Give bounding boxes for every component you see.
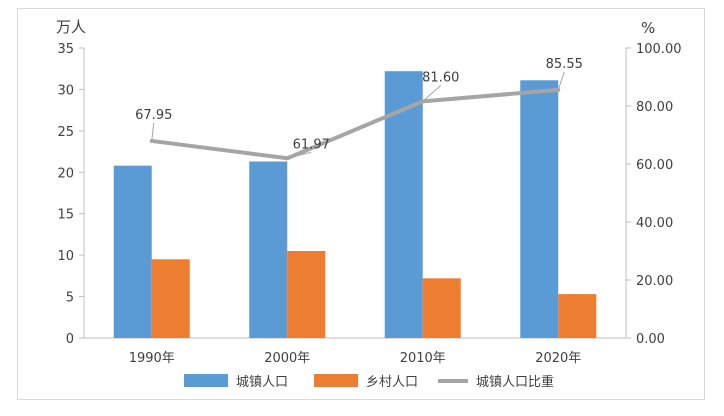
y-right-tick-label: 0.00 (636, 332, 665, 347)
x-category-label: 2020年 (535, 351, 581, 366)
bars-group (113, 71, 597, 339)
y-left-unit-label: 万人 (56, 18, 86, 36)
bar-urban-population (249, 161, 288, 338)
urban-share-data-label: 67.95 (135, 108, 172, 123)
y-left-tick-label: 10 (57, 249, 74, 264)
y-right-tick-label: 100.00 (636, 42, 682, 57)
legend-swatch-urban (184, 374, 228, 387)
x-category-label: 2010年 (400, 351, 446, 366)
y-left-tick-label: 20 (57, 166, 74, 181)
y-left-tick-label: 15 (57, 208, 74, 223)
legend-label: 城镇人口 (236, 375, 288, 390)
data-label-leader (287, 151, 312, 159)
y-right-tick-label: 40.00 (636, 216, 673, 231)
y-right-tick-label: 80.00 (636, 100, 673, 115)
bar-rural-population (558, 294, 597, 338)
bar-rural-population (287, 251, 326, 338)
urban-share-data-label: 81.60 (422, 70, 459, 85)
legend-label: 乡村人口 (366, 375, 418, 390)
y-left-tick-label: 25 (57, 125, 74, 140)
y-left-tick-label: 0 (66, 332, 74, 347)
y-left-tick-label: 35 (57, 42, 74, 57)
bar-urban-population (520, 80, 559, 339)
line-group (149, 87, 561, 161)
axes-group: 0 5 10 15 20 25 30 35 0.00 20.00 40.00 60.00 80.00 10… (56, 18, 682, 366)
urban-share-data-label: 61.97 (293, 137, 330, 152)
legend-label: 城镇人口比重 (476, 374, 554, 390)
bar-rural-population (151, 259, 190, 338)
legend-swatch-rural (314, 374, 358, 387)
y-left-tick-label: 5 (66, 291, 74, 306)
y-right-tick-label: 20.00 (636, 274, 673, 289)
legend-group: 城镇人口 乡村人口 城镇人口比重 (184, 374, 554, 390)
x-category-label: 1990年 (129, 351, 175, 366)
bar-rural-population (422, 278, 461, 338)
x-category-label: 2000年 (264, 351, 310, 366)
labels-group: 67.95 61.97 81.60 85.55 (135, 57, 583, 159)
urban-share-line (151, 87, 559, 161)
bar-urban-population (113, 165, 152, 338)
y-right-tick-label: 60.00 (636, 158, 673, 173)
data-label-leader (151, 122, 155, 142)
data-label-leader (422, 84, 442, 102)
data-label-leader (557, 71, 565, 91)
y-right-unit-label: % (641, 19, 655, 37)
urban-share-data-label: 85.55 (546, 57, 583, 72)
y-left-tick-label: 30 (57, 83, 74, 98)
chart-frame (17, 8, 705, 400)
